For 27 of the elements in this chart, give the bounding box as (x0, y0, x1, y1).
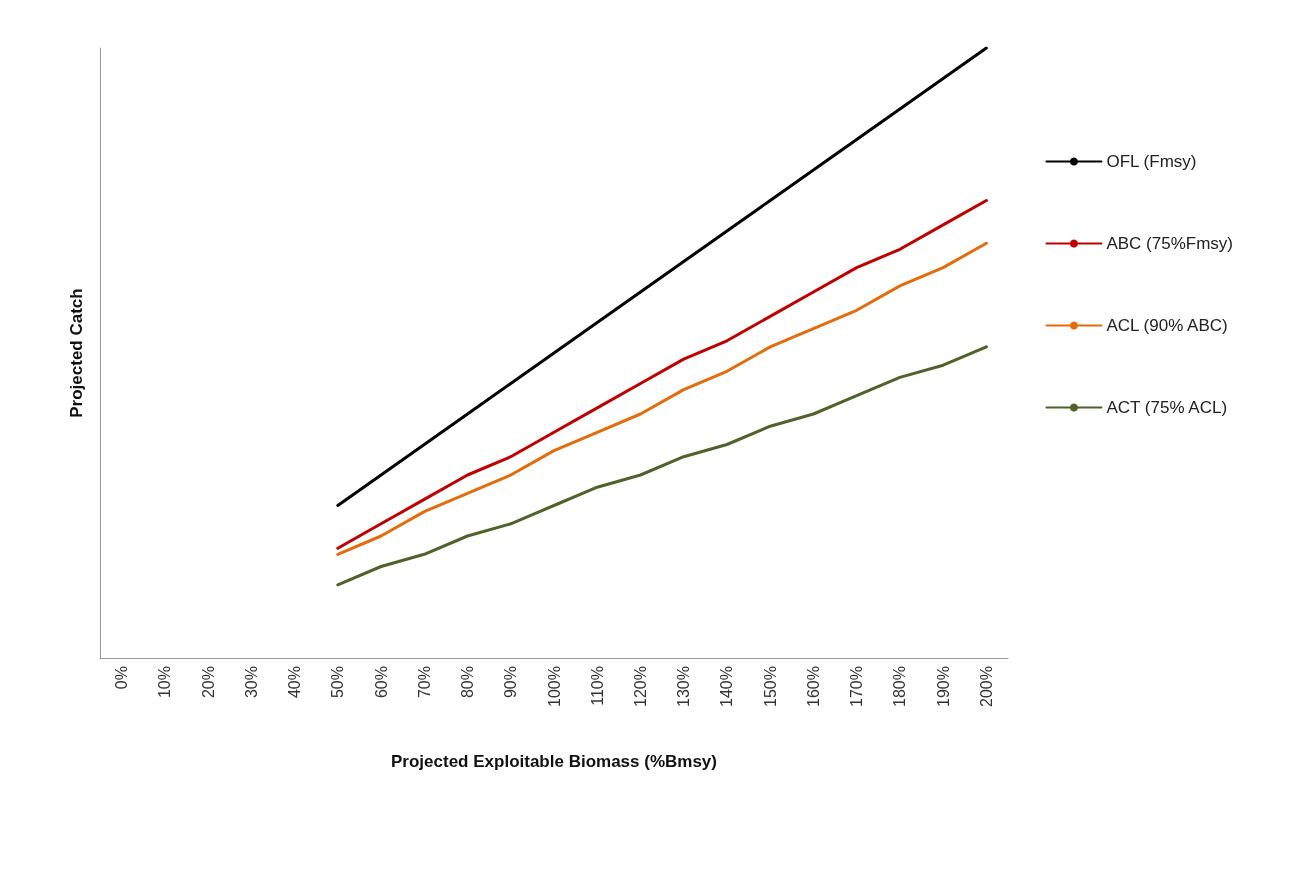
x-tick-label: 180% (891, 666, 909, 707)
x-tick-label: 90% (502, 666, 520, 699)
y-axis-title: Projected Catch (67, 288, 86, 418)
x-tick-label: 130% (675, 666, 693, 707)
x-tick-label: 20% (199, 666, 217, 699)
x-tick-label: 190% (934, 666, 952, 707)
x-tick-label: 170% (848, 666, 866, 707)
x-tick-label: 50% (329, 666, 347, 699)
x-tick-label: 100% (545, 666, 563, 707)
legend-label: OFL (Fmsy) (1106, 152, 1197, 171)
x-tick-label: 80% (459, 666, 477, 699)
x-tick-label: 150% (761, 666, 779, 707)
x-tick-label: 140% (718, 666, 736, 707)
x-tick-label: 40% (286, 666, 304, 699)
legend-label: ACL (90% ABC) (1106, 316, 1228, 335)
x-tick-label: 30% (242, 666, 260, 699)
x-tick-label: 110% (588, 666, 606, 706)
x-axis-title: Projected Exploitable Biomass (%Bmsy) (391, 752, 717, 771)
x-tick-label: 10% (156, 666, 174, 699)
x-tick-label: 70% (415, 666, 433, 699)
x-tick-label: 0% (113, 666, 131, 690)
legend-label: ABC (75%Fmsy) (1106, 234, 1234, 253)
x-tick-label: 60% (372, 666, 390, 699)
x-tick-label: 160% (804, 666, 822, 707)
x-tick-label: 200% (977, 666, 995, 707)
legend-label: ACT (75% ACL) (1106, 398, 1228, 417)
x-tick-label: 120% (631, 666, 649, 707)
